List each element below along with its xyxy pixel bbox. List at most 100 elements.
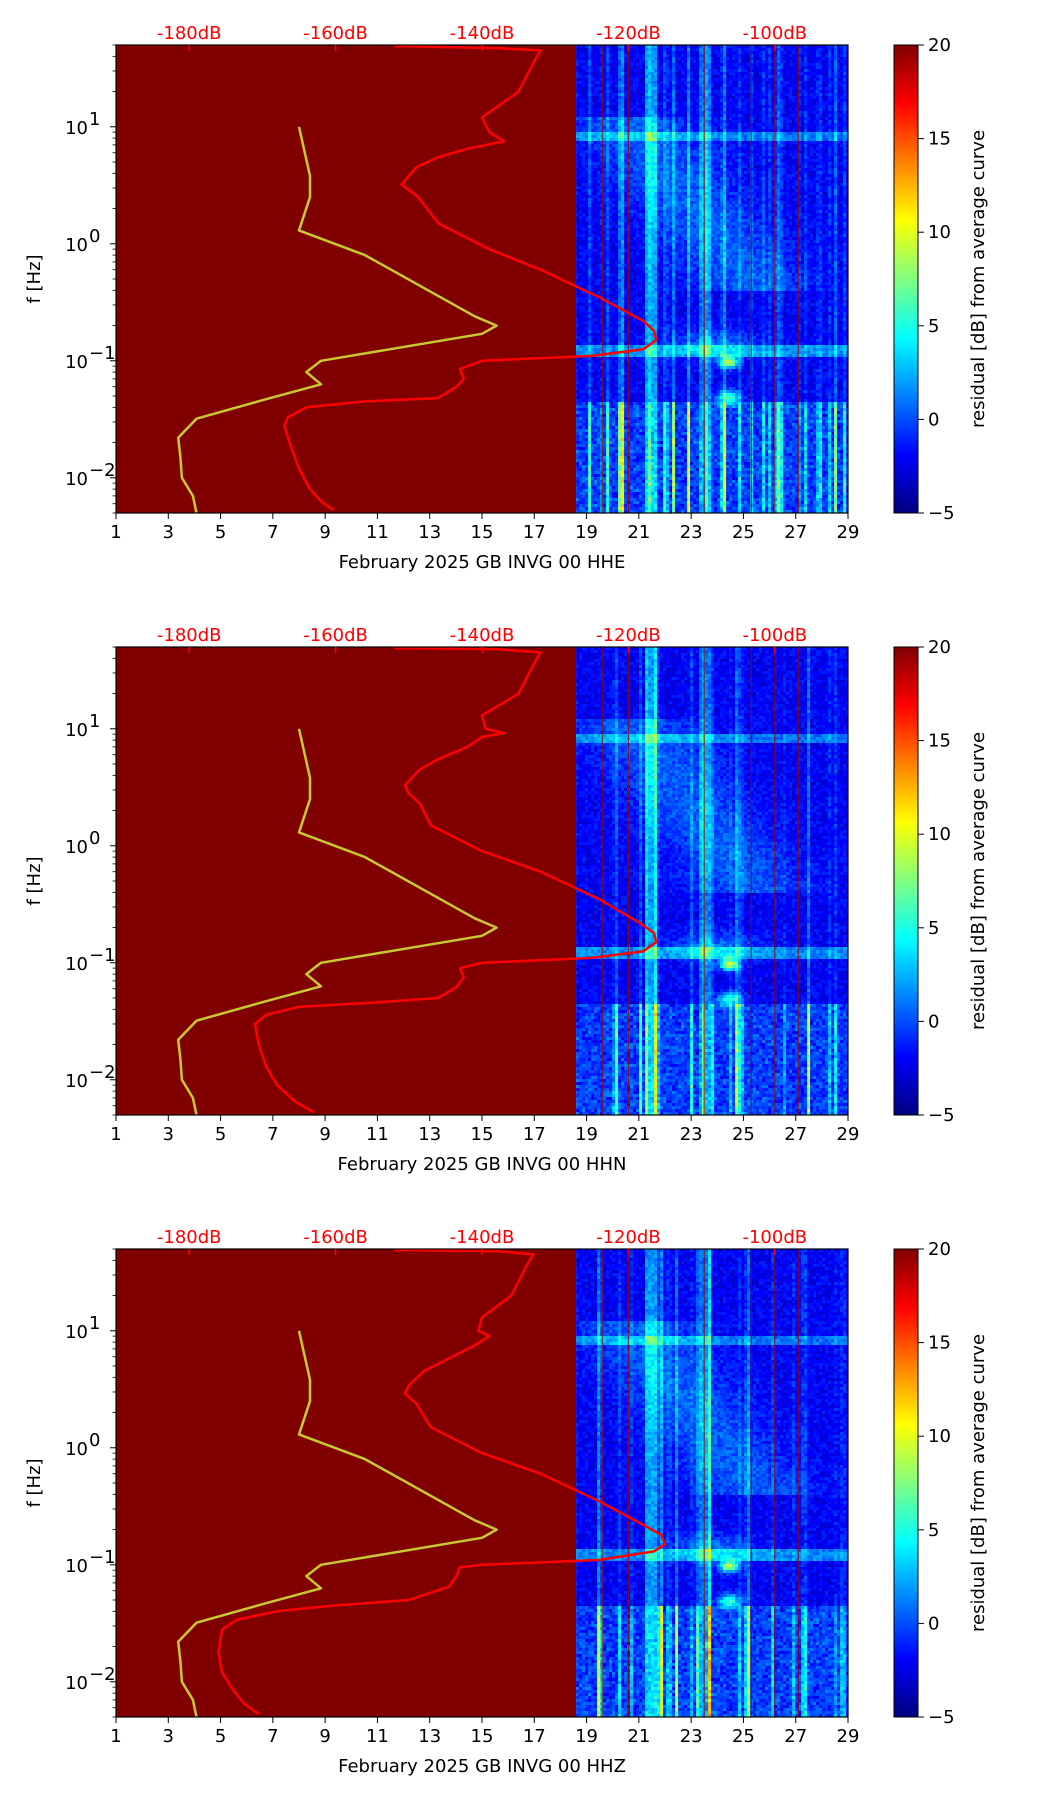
- spectrogram-cell: [624, 216, 628, 220]
- spectrogram-cell: [666, 219, 670, 223]
- spectrogram-cell: [660, 201, 664, 205]
- spectrogram-cell: [654, 447, 658, 451]
- spectrogram-cell: [591, 408, 595, 412]
- spectrogram-cell: [618, 222, 622, 226]
- spectrogram-cell: [660, 189, 664, 193]
- spectrogram-cell: [663, 426, 667, 430]
- spectrogram-cell: [597, 321, 601, 325]
- spectrogram-cell: [621, 498, 625, 502]
- spectrogram-cell: [618, 399, 622, 403]
- spectrogram-cell: [597, 111, 601, 115]
- spectrogram-cell: [597, 477, 601, 481]
- spectrogram-cell: [624, 174, 628, 178]
- spectrogram-cell: [669, 270, 673, 274]
- spectrogram-cell: [651, 321, 655, 325]
- spectrogram-cell: [585, 258, 589, 262]
- spectrogram-cell: [609, 51, 613, 55]
- spectrogram-cell: [603, 198, 607, 202]
- spectrogram-cell: [663, 255, 667, 259]
- spectrogram-cell: [597, 117, 601, 121]
- spectrogram-cell: [666, 327, 670, 331]
- spectrogram-cell: [633, 297, 637, 301]
- spectrogram-cell: [669, 87, 673, 91]
- spectrogram-cell: [609, 204, 613, 208]
- spectrogram-cell: [612, 96, 616, 100]
- spectrogram-cell: [621, 411, 625, 415]
- spectrogram-cell: [633, 192, 637, 196]
- spectrogram-cell: [639, 354, 643, 358]
- spectrogram-cell: [615, 111, 619, 115]
- spectrogram-cell: [618, 171, 622, 175]
- spectrogram-cell: [576, 144, 580, 148]
- spectrogram-cell: [576, 324, 580, 328]
- spectrogram-cell: [633, 360, 637, 364]
- spectrogram-cell: [618, 54, 622, 58]
- spectrogram-cell: [585, 123, 589, 127]
- spectrogram-cell: [615, 129, 619, 133]
- spectrogram-cell: [642, 204, 646, 208]
- spectrogram-cell: [669, 144, 673, 148]
- spectrogram-cell: [663, 192, 667, 196]
- spectrogram-cell: [582, 96, 586, 100]
- spectrogram-cell: [612, 480, 616, 484]
- spectrogram-cell: [603, 201, 607, 205]
- spectrogram-cell: [612, 201, 616, 205]
- spectrogram-cell: [636, 138, 640, 142]
- spectrogram-cell: [669, 279, 673, 283]
- spectrogram-cell: [606, 231, 610, 235]
- spectrogram-cell: [621, 240, 625, 244]
- spectrogram-cell: [615, 486, 619, 490]
- spectrogram-cell: [603, 288, 607, 292]
- spectrogram-cell: [576, 315, 580, 319]
- spectrogram-cell: [597, 123, 601, 127]
- spectrogram-cell: [633, 45, 637, 49]
- spectrogram-cell: [582, 279, 586, 283]
- spectrogram-cell: [663, 405, 667, 409]
- spectrogram-cell: [654, 474, 658, 478]
- spectrogram-cell: [621, 66, 625, 70]
- spectrogram-cell: [651, 294, 655, 298]
- spectrogram-cell: [651, 84, 655, 88]
- spectrogram-cell: [618, 366, 622, 370]
- spectrogram-cell: [639, 414, 643, 418]
- spectrogram-cell: [645, 291, 649, 295]
- spectrogram-cell: [606, 78, 610, 82]
- spectrogram-cell: [630, 102, 634, 106]
- spectrogram-cell: [585, 234, 589, 238]
- spectrogram-cell: [633, 510, 637, 513]
- spectrogram-cell: [630, 111, 634, 115]
- spectrogram-cell: [639, 447, 643, 451]
- spectrogram-cell: [603, 330, 607, 334]
- spectrogram-cell: [663, 180, 667, 184]
- spectrogram-cell: [666, 438, 670, 442]
- spectrogram-cell: [597, 57, 601, 61]
- spectrogram-cell: [582, 498, 586, 502]
- spectrogram-cell: [639, 183, 643, 187]
- spectrogram-cell: [645, 480, 649, 484]
- spectrogram-cell: [624, 60, 628, 64]
- spectrogram-cell: [612, 231, 616, 235]
- spectrogram-cell: [648, 105, 652, 109]
- spectrogram-cell: [636, 105, 640, 109]
- spectrogram-cell: [660, 480, 664, 484]
- spectrogram-cell: [645, 372, 649, 376]
- spectrogram-cell: [630, 468, 634, 472]
- spectrogram-cell: [597, 84, 601, 88]
- spectrogram-cell: [609, 141, 613, 145]
- spectrogram-cell: [663, 399, 667, 403]
- spectrogram-cell: [663, 249, 667, 253]
- spectrogram-cell: [594, 348, 598, 352]
- spectrogram-cell: [636, 276, 640, 280]
- spectrogram-cell: [663, 327, 667, 331]
- spectrogram-cell: [588, 171, 592, 175]
- spectrogram-cell: [633, 333, 637, 337]
- spectrogram-cell: [639, 117, 643, 121]
- spectrogram-cell: [654, 354, 658, 358]
- spectrogram-cell: [618, 162, 622, 166]
- spectrogram-cell: [651, 408, 655, 412]
- spectrogram-cell: [639, 204, 643, 208]
- spectrogram-cell: [624, 51, 628, 55]
- spectrogram-cell: [657, 429, 661, 433]
- spectrogram-cell: [618, 66, 622, 70]
- spectrogram-cell: [624, 387, 628, 391]
